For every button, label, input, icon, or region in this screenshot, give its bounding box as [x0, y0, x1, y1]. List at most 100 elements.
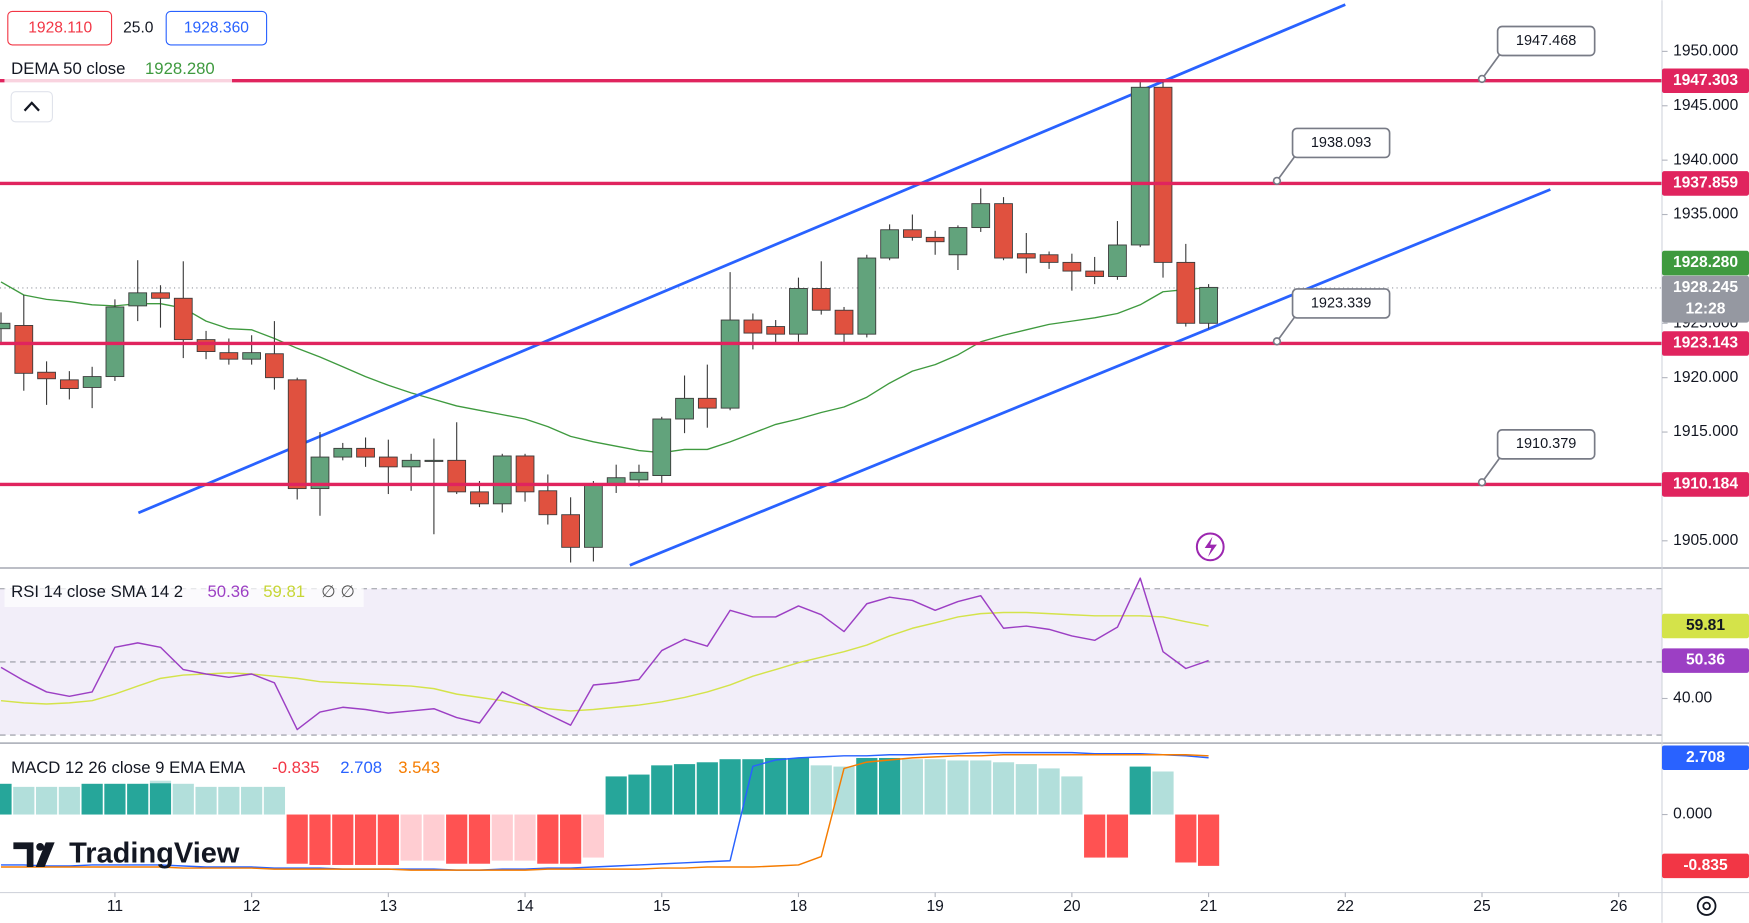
candle-body — [720, 319, 740, 409]
candle-body — [629, 471, 649, 481]
candle-body — [1108, 244, 1127, 277]
dema-label-bg — [1661, 250, 1749, 276]
histogram-bar — [833, 766, 855, 815]
dema-label: 1928.280 — [1673, 254, 1738, 271]
histogram-bar — [992, 762, 1015, 815]
callout-label: 1938.093 — [1311, 135, 1371, 151]
callout-box — [1291, 127, 1391, 159]
x-tick-label: 22 — [1337, 898, 1354, 915]
candle-body — [1085, 270, 1105, 277]
sell-button[interactable] — [7, 10, 113, 46]
level-label-bg — [1661, 331, 1749, 356]
buy-button[interactable] — [165, 10, 268, 46]
overlay: 1947.303 1937.859 1923.143 1910.184 1928.280… — [1661, 68, 1749, 879]
callout-point — [1272, 337, 1282, 346]
histogram-bar — [514, 814, 536, 861]
x-tick-label: 26 — [1610, 898, 1627, 915]
candle-body — [219, 352, 239, 360]
histogram-bar — [241, 786, 263, 815]
histogram-bar — [1129, 766, 1151, 815]
legend-value: 50.36 — [207, 582, 249, 601]
histogram-bar — [879, 757, 901, 815]
callout-leader — [1276, 316, 1296, 342]
value-label-bg — [1661, 648, 1749, 673]
watermark-logo — [13, 842, 55, 867]
legend-name: MACD 12 26 close 9 EMA EMA — [11, 758, 246, 777]
candle-body — [584, 483, 603, 548]
histogram-bar — [924, 759, 946, 815]
candle-body — [151, 292, 170, 299]
level-label-bg — [1661, 68, 1749, 93]
candle-body — [424, 459, 444, 462]
candle-body — [903, 229, 922, 238]
candle-body — [675, 397, 694, 420]
candle-body — [766, 326, 786, 335]
candle-body — [0, 322, 11, 330]
candle-body — [1062, 261, 1082, 272]
callout-label: 1947.468 — [1516, 33, 1576, 49]
countdown: 12:28 — [1686, 300, 1726, 317]
macd-pane — [0, 751, 1220, 871]
x-tick-label: 14 — [516, 898, 534, 915]
histogram-bar — [332, 814, 354, 865]
histogram-bar — [810, 765, 832, 815]
candle-body — [333, 447, 353, 458]
settings-icon-center — [1702, 901, 1711, 911]
x-tick-label: 18 — [790, 898, 807, 915]
x-tick-label: 15 — [653, 898, 671, 915]
trend-line — [629, 188, 1551, 567]
collapse-button[interactable] — [10, 91, 53, 123]
histogram-bar — [605, 776, 627, 815]
histogram-bar — [13, 786, 35, 815]
level-label: 1937.859 — [1673, 175, 1738, 192]
candle-body — [697, 397, 717, 409]
candle-body — [1153, 86, 1173, 263]
price-pane: 1947.468 1938.093 1923.339 1910.379 — [0, 3, 1662, 567]
histogram-bar — [127, 783, 149, 815]
y-tick-label: 0.000 — [1673, 806, 1712, 823]
x-tick-label: 11 — [107, 898, 123, 915]
candle-body — [561, 514, 580, 548]
candle-body — [789, 288, 808, 335]
histogram-bar — [1197, 814, 1220, 866]
rsi-line — [0, 577, 1209, 731]
candle-body — [971, 203, 991, 229]
candle-body — [128, 292, 148, 307]
candle-body — [310, 456, 330, 490]
y-tick-label: 1950.000 — [1673, 43, 1738, 60]
candle-body — [1039, 254, 1059, 263]
histogram-bar — [582, 814, 604, 858]
x-tick-label: 19 — [926, 898, 943, 915]
x-tick-label: 25 — [1473, 898, 1491, 915]
legend-value: 3.543 — [398, 758, 440, 777]
candle-body — [14, 325, 34, 374]
candle-body — [1176, 261, 1196, 324]
candle-body — [242, 352, 262, 360]
candle-body — [447, 459, 467, 493]
histogram-bar — [35, 786, 58, 815]
value-label-bg — [1661, 745, 1749, 771]
histogram-bar — [400, 814, 422, 861]
y-tick-label: 40.00 — [1673, 690, 1712, 707]
callout-leader — [1276, 155, 1296, 182]
histogram-bar — [172, 783, 194, 815]
histogram-bar — [1015, 764, 1037, 815]
histogram-bar — [1038, 768, 1060, 815]
histogram-bar — [81, 783, 103, 815]
lightning-icon — [1204, 536, 1217, 557]
spread: 25.0 — [123, 19, 154, 36]
histogram-bar — [1084, 814, 1106, 858]
histogram-bar — [628, 774, 650, 815]
rsi-band — [0, 588, 1662, 736]
value-label-bg — [1661, 613, 1749, 639]
candle-body — [82, 376, 102, 388]
value-label: 50.36 — [1686, 652, 1725, 669]
candle-body — [515, 455, 535, 493]
value-label: 59.81 — [1686, 617, 1725, 634]
settings-icon[interactable] — [1696, 896, 1717, 916]
histogram-bar — [377, 814, 399, 865]
histogram-bar — [468, 814, 491, 864]
candle-body — [37, 371, 56, 380]
level-label-bg — [1661, 472, 1749, 497]
